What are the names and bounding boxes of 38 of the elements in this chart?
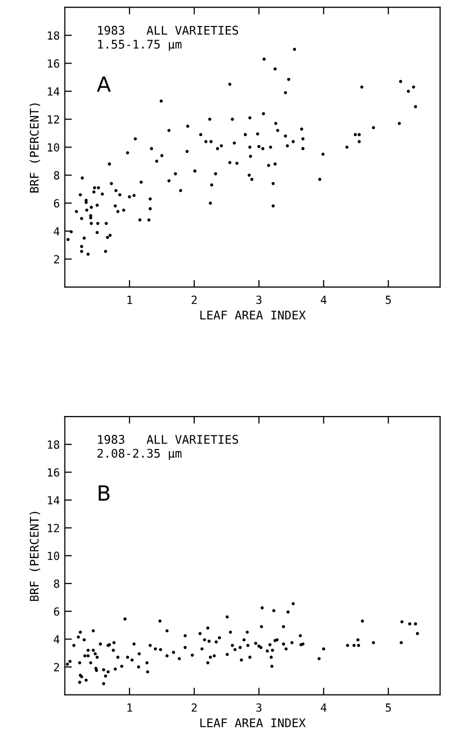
annotation: 1983 ALL VARIETIES <box>98 434 238 444</box>
y-tick-label: 14 <box>48 87 60 96</box>
y-tick-label: 12 <box>48 524 59 532</box>
annotation: A <box>96 76 111 92</box>
y-tick-label: 6 <box>54 607 60 616</box>
y-tick-label: 2 <box>54 662 59 672</box>
y-tick-label: 8 <box>54 580 60 588</box>
annotation: 2.08-2.35 µm <box>98 448 182 460</box>
y-tick-label: 10 <box>48 552 60 560</box>
y-tick-label: 10 <box>48 143 60 152</box>
x-tick-label: 4 <box>320 296 326 304</box>
x-tick-label: 2 <box>192 296 197 304</box>
y-tick-label: 4 <box>54 635 60 644</box>
x-tick-label: 3 <box>256 296 262 304</box>
x-axis-title: LEAF AREA INDEX <box>200 310 306 320</box>
y-tick-label: 16 <box>48 468 60 477</box>
x-tick-label: 3 <box>256 703 262 712</box>
x-tick-label: 5 <box>386 296 391 304</box>
y-tick-label: 14 <box>48 496 60 504</box>
y-tick-label: 12 <box>48 115 59 124</box>
annotation: 1.55-1.75 µm <box>98 40 182 52</box>
annotation: 1983 ALL VARIETIES <box>98 26 238 35</box>
x-tick-label: 2 <box>192 703 197 712</box>
y-tick-label: 8 <box>54 171 60 180</box>
annotation: B <box>98 485 110 501</box>
x-tick-label: 1 <box>127 704 132 712</box>
y-tick-label: 16 <box>48 59 60 68</box>
x-tick-label: 4 <box>320 704 326 712</box>
y-tick-label: 6 <box>54 199 60 208</box>
y-tick-label: 18 <box>48 31 60 40</box>
x-tick-label: 5 <box>386 704 391 712</box>
y-tick-label: 2 <box>54 255 59 264</box>
x-tick-label: 1 <box>127 296 132 304</box>
x-axis-title: LEAF AREA INDEX <box>200 718 306 728</box>
y-tick-label: 18 <box>48 440 60 449</box>
y-axis-title: BRF (PERCENT) <box>30 103 40 192</box>
y-axis-title: BRF (PERCENT) <box>30 512 40 601</box>
y-tick-label: 4 <box>54 227 60 236</box>
